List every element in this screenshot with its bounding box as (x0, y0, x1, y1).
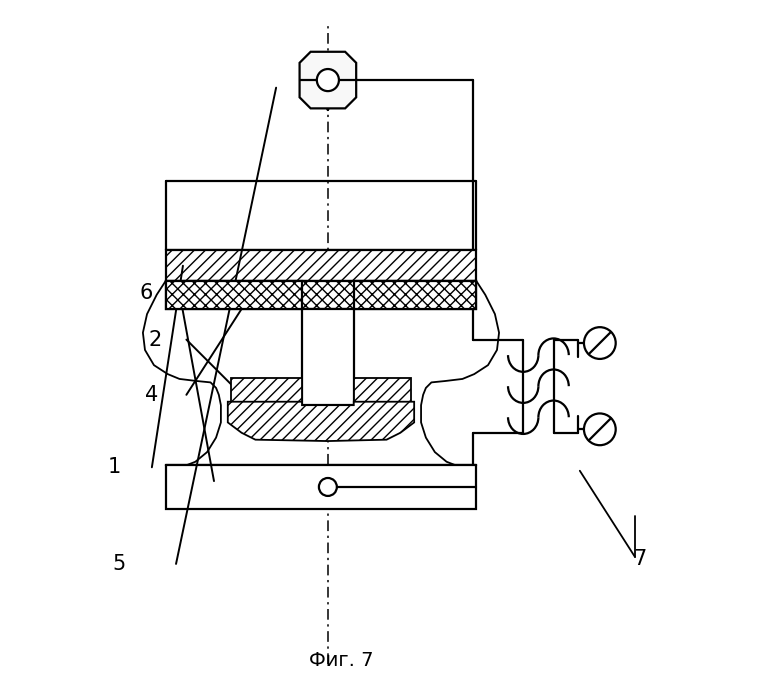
Polygon shape (302, 308, 354, 405)
Polygon shape (165, 250, 477, 281)
Polygon shape (165, 281, 302, 308)
Circle shape (317, 69, 339, 91)
Polygon shape (300, 52, 356, 108)
Text: 5: 5 (112, 554, 126, 574)
Polygon shape (228, 402, 414, 441)
Polygon shape (231, 378, 302, 405)
Circle shape (584, 327, 615, 359)
Polygon shape (165, 465, 477, 509)
Text: 2: 2 (149, 330, 162, 349)
Polygon shape (354, 281, 477, 308)
Text: Фиг. 7: Фиг. 7 (310, 651, 374, 670)
Polygon shape (165, 281, 477, 308)
Text: 1: 1 (108, 457, 121, 477)
Polygon shape (354, 378, 411, 405)
Text: 4: 4 (145, 385, 158, 405)
Text: 7: 7 (633, 549, 647, 569)
Text: 6: 6 (140, 283, 153, 303)
Circle shape (319, 478, 337, 496)
Circle shape (584, 414, 615, 445)
